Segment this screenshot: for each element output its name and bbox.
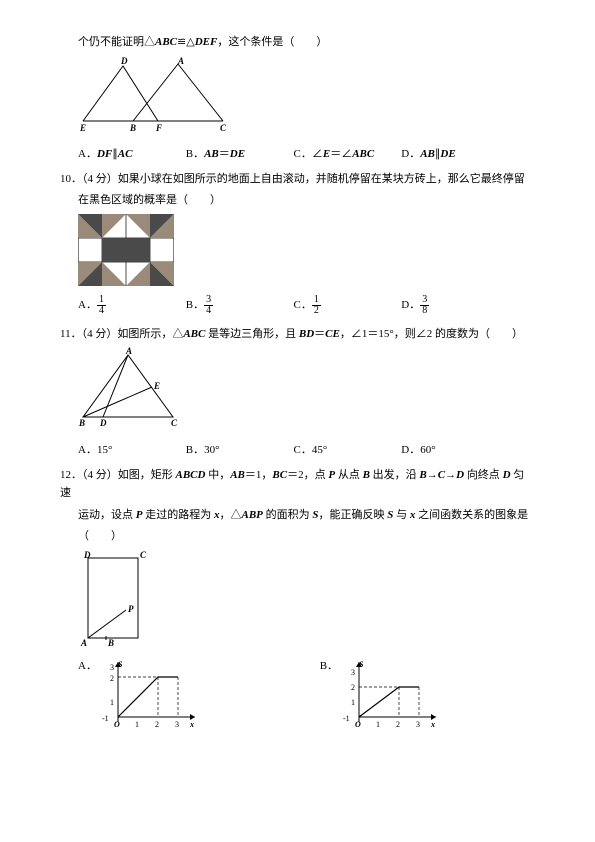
svg-text:2: 2	[396, 720, 400, 729]
q9-label-A: A	[177, 56, 184, 66]
q12-chartB-svg: S x -1 O 1 2 3 1 2 3	[341, 657, 441, 732]
q12-optA-block: A． S x -1 O 1 2 3 1 2 3	[78, 657, 200, 732]
svg-text:3: 3	[351, 668, 355, 677]
svg-text:E: E	[153, 381, 160, 391]
q9-tail-text: 个仍不能证明△ABC≌△DEF，这个条件是（ ）	[60, 34, 535, 52]
svg-text:B: B	[78, 418, 85, 428]
q11-optB: B．30°	[186, 441, 291, 457]
q9-label-E: E	[79, 123, 86, 133]
q10-optD: D．38	[401, 295, 506, 316]
svg-text:O: O	[355, 720, 361, 729]
q12-line2: 运动，设点 P 走过的路程为 x，△ABP 的面积为 S，能正确反映 S 与 x…	[60, 507, 535, 525]
svg-text:3: 3	[110, 663, 114, 672]
q10-optB: B．34	[186, 295, 291, 316]
q10-optC: C．12	[294, 295, 399, 316]
svg-text:B: B	[107, 638, 114, 648]
q9-tri1: ABC	[155, 36, 177, 48]
q12-optB-block: B． S x -1 O 1 2 3 1 2 3	[320, 657, 441, 732]
q9-optB: B．AB＝DE	[186, 145, 291, 161]
svg-text:D: D	[99, 418, 107, 428]
q12-chartA-svg: S x -1 O 1 2 3 1 2 3	[100, 657, 200, 732]
svg-text:S: S	[359, 660, 364, 669]
svg-text:2: 2	[155, 720, 159, 729]
q12-ab-row: A． S x -1 O 1 2 3 1 2 3	[78, 657, 535, 732]
q11-optC: C．45°	[294, 441, 399, 457]
q10-text2: 在黑色区域的概率是（ ）	[78, 194, 221, 206]
q9-label-B: B	[129, 123, 136, 133]
q9-label-C: C	[220, 123, 227, 133]
svg-text:x: x	[430, 720, 435, 729]
q10-pts: （4 分）	[82, 173, 118, 185]
q9-text-b: ≌△	[177, 36, 195, 48]
q11-line: 11．（4 分）如图所示，△ABC 是等边三角形，且 BD＝CE，∠1＝15°，…	[60, 326, 535, 344]
q12-figure-rect: D C A B P	[78, 550, 535, 653]
q11-pts: （4 分）	[82, 328, 118, 340]
svg-text:S: S	[118, 660, 123, 669]
q12-rect-svg: D C A B P	[78, 550, 168, 650]
svg-text:1: 1	[135, 720, 139, 729]
q9-optC: C．∠E＝∠ABC	[294, 145, 399, 161]
svg-text:1: 1	[376, 720, 380, 729]
q10-optA: A．14	[78, 295, 183, 316]
q9-figure: D A E B F C	[78, 56, 535, 139]
q11-options: A．15° B．30° C．45° D．60°	[78, 441, 535, 457]
q11-figure: A B C D E	[78, 347, 535, 435]
svg-text:x: x	[189, 720, 194, 729]
q10-svg	[78, 214, 174, 286]
q12-line3: （ ）	[60, 528, 535, 546]
svg-text:-1: -1	[343, 714, 350, 723]
svg-text:C: C	[171, 418, 178, 428]
svg-text:A: A	[125, 347, 132, 356]
q9-text-c: ，这个条件是（ ）	[217, 36, 327, 48]
q12-optA-label: A．	[78, 660, 97, 672]
q9-label-D: D	[120, 56, 128, 66]
q9-tri2: DEF	[195, 36, 218, 48]
q10-line2: 在黑色区域的概率是（ ）	[60, 192, 535, 210]
svg-text:-1: -1	[102, 714, 109, 723]
q12-optB-label: B．	[320, 660, 338, 672]
q9-svg: D A E B F C	[78, 56, 228, 136]
svg-text:C: C	[140, 550, 147, 560]
svg-text:3: 3	[416, 720, 420, 729]
q11-num: 11．	[60, 328, 82, 340]
q9-label-F: F	[155, 123, 162, 133]
svg-text:D: D	[83, 550, 91, 560]
q12-line1: 12．（4 分）如图，矩形 ABCD 中，AB＝1，BC＝2，点 P 从点 B …	[60, 467, 535, 502]
svg-text:3: 3	[175, 720, 179, 729]
q9-text-a: 个仍不能证明△	[78, 36, 155, 48]
q11-svg: A B C D E	[78, 347, 188, 432]
svg-text:1: 1	[351, 698, 355, 707]
svg-text:1: 1	[110, 698, 114, 707]
q10-figure	[78, 214, 535, 289]
q11-optA: A．15°	[78, 441, 183, 457]
q10-line1: 10．（4 分）如果小球在如图所示的地面上自由滚动，并随机停留在某块方砖上，那么…	[60, 171, 535, 189]
q9-optD: D．AB∥DE	[401, 145, 506, 161]
q9-options: A．DF∥AC B．AB＝DE C．∠E＝∠ABC D．AB∥DE	[78, 145, 535, 161]
page: 个仍不能证明△ABC≌△DEF，这个条件是（ ） D A E B F C A．D…	[0, 0, 595, 762]
q10-text1: 如果小球在如图所示的地面上自由滚动，并随机停留在某块方砖上，那么它最终停留	[118, 173, 525, 185]
svg-text:2: 2	[351, 683, 355, 692]
q10-num: 10．	[60, 173, 82, 185]
svg-text:2: 2	[110, 674, 114, 683]
svg-text:A: A	[80, 638, 87, 648]
svg-text:P: P	[128, 604, 134, 614]
q10-options: A．14 B．34 C．12 D．38	[78, 295, 535, 316]
q11-optD: D．60°	[401, 441, 506, 457]
q9-optA: A．DF∥AC	[78, 145, 183, 161]
svg-text:O: O	[114, 720, 120, 729]
